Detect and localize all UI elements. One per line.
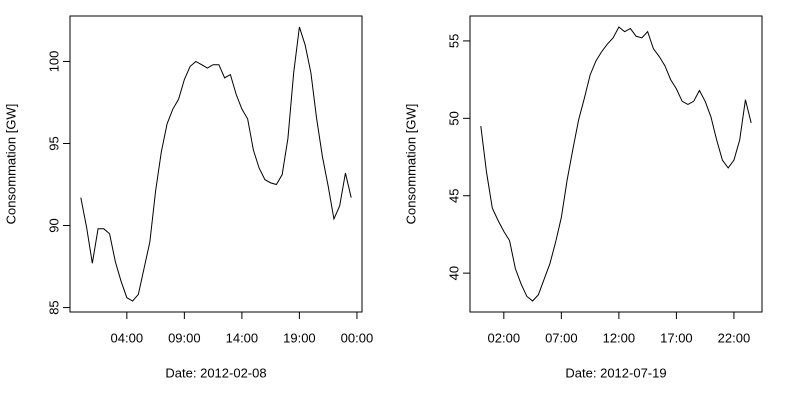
x-tick-label: 14:00	[226, 330, 259, 345]
x-tick-label: 22:00	[718, 330, 751, 345]
x-tick-label: 12:00	[603, 330, 636, 345]
y-tick-label: 45	[446, 189, 461, 203]
y-tick-label: 95	[46, 136, 61, 150]
plot-box	[469, 15, 763, 313]
y-tick-label: 50	[446, 111, 461, 125]
x-tick-label: 09:00	[168, 330, 201, 345]
y-tick-label: 40	[446, 266, 461, 280]
plot-box	[69, 15, 363, 313]
y-tick-label: 55	[446, 34, 461, 48]
y-tick-label: 85	[46, 300, 61, 314]
data-line	[80, 26, 352, 302]
x-tick-label: 02:00	[488, 330, 521, 345]
data-line	[480, 26, 752, 302]
x-tick-label: 07:00	[545, 330, 578, 345]
x-tick-label: 19:00	[283, 330, 316, 345]
y-axis-label: Consommation [GW]	[403, 104, 418, 225]
y-axis-label: Consommation [GW]	[3, 104, 18, 225]
x-tick-label: 17:00	[660, 330, 693, 345]
x-axis-label: Date: 2012-07-19	[565, 365, 666, 380]
x-tick-label: 04:00	[111, 330, 144, 345]
x-axis-label: Date: 2012-02-08	[165, 365, 266, 380]
y-tick-label: 100	[46, 51, 61, 73]
y-tick-label: 90	[46, 218, 61, 232]
x-tick-label: 00:00	[341, 330, 374, 345]
